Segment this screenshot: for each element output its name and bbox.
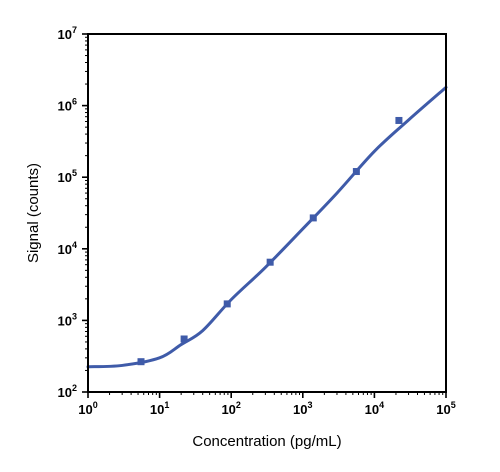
x-tick-base: 10 [78,402,92,417]
axes [87,33,447,393]
fit-curve [86,85,448,369]
y-tick-base: 10 [58,313,72,328]
y-tick-label: 103 [58,311,77,328]
x-tick-label: 105 [436,400,455,417]
x-tick-exponent: 5 [451,400,456,410]
x-tick-exponent: 4 [379,400,384,410]
x-tick-exponent: 0 [93,400,98,410]
y-tick-exponent: 6 [72,97,77,107]
y-tick-label: 104 [58,240,77,257]
fit-curve-layer [86,85,448,369]
x-tick-base: 10 [436,402,450,417]
x-tick-label: 101 [150,400,169,417]
x-tick-exponent: 2 [236,400,241,410]
y-tick-base: 10 [58,27,72,42]
x-tick-base: 10 [221,402,235,417]
y-tick-base: 10 [58,170,72,185]
y-tick-exponent: 3 [72,311,77,321]
x-tick-label: 104 [365,400,384,417]
x-tick-label: 103 [293,400,312,417]
y-tick-label: 107 [58,25,77,42]
x-tick-exponent: 1 [164,400,169,410]
data-points-layer [137,116,403,366]
data-point [309,214,317,222]
y-tick-label: 106 [58,97,77,114]
y-tick-label: 105 [58,168,77,185]
x-tick-base: 10 [365,402,379,417]
data-point [395,116,403,124]
y-tick-label: 102 [58,383,77,400]
x-axis-title: Concentration (pg/mL) [192,433,341,450]
y-tick-exponent: 4 [72,240,77,250]
y-axis-title: Signal (counts) [25,163,42,263]
data-point [352,168,360,176]
x-tick-exponent: 3 [308,400,313,410]
y-tick-exponent: 5 [72,168,77,178]
y-tick-exponent: 2 [72,383,77,393]
data-point [223,300,231,308]
data-point [266,258,274,266]
x-tick-base: 10 [293,402,307,417]
y-tick-base: 10 [58,385,72,400]
data-point [180,335,188,343]
x-tick-label: 100 [78,400,97,417]
plot-frame [87,33,447,393]
x-tick-base: 10 [150,402,164,417]
y-tick-base: 10 [58,99,72,114]
x-axis-ticks: 100 101 102 103 104 105 [78,392,456,417]
x-tick-label: 102 [221,400,240,417]
y-tick-base: 10 [58,242,72,257]
y-tick-exponent: 7 [72,25,77,35]
data-point [137,358,145,366]
